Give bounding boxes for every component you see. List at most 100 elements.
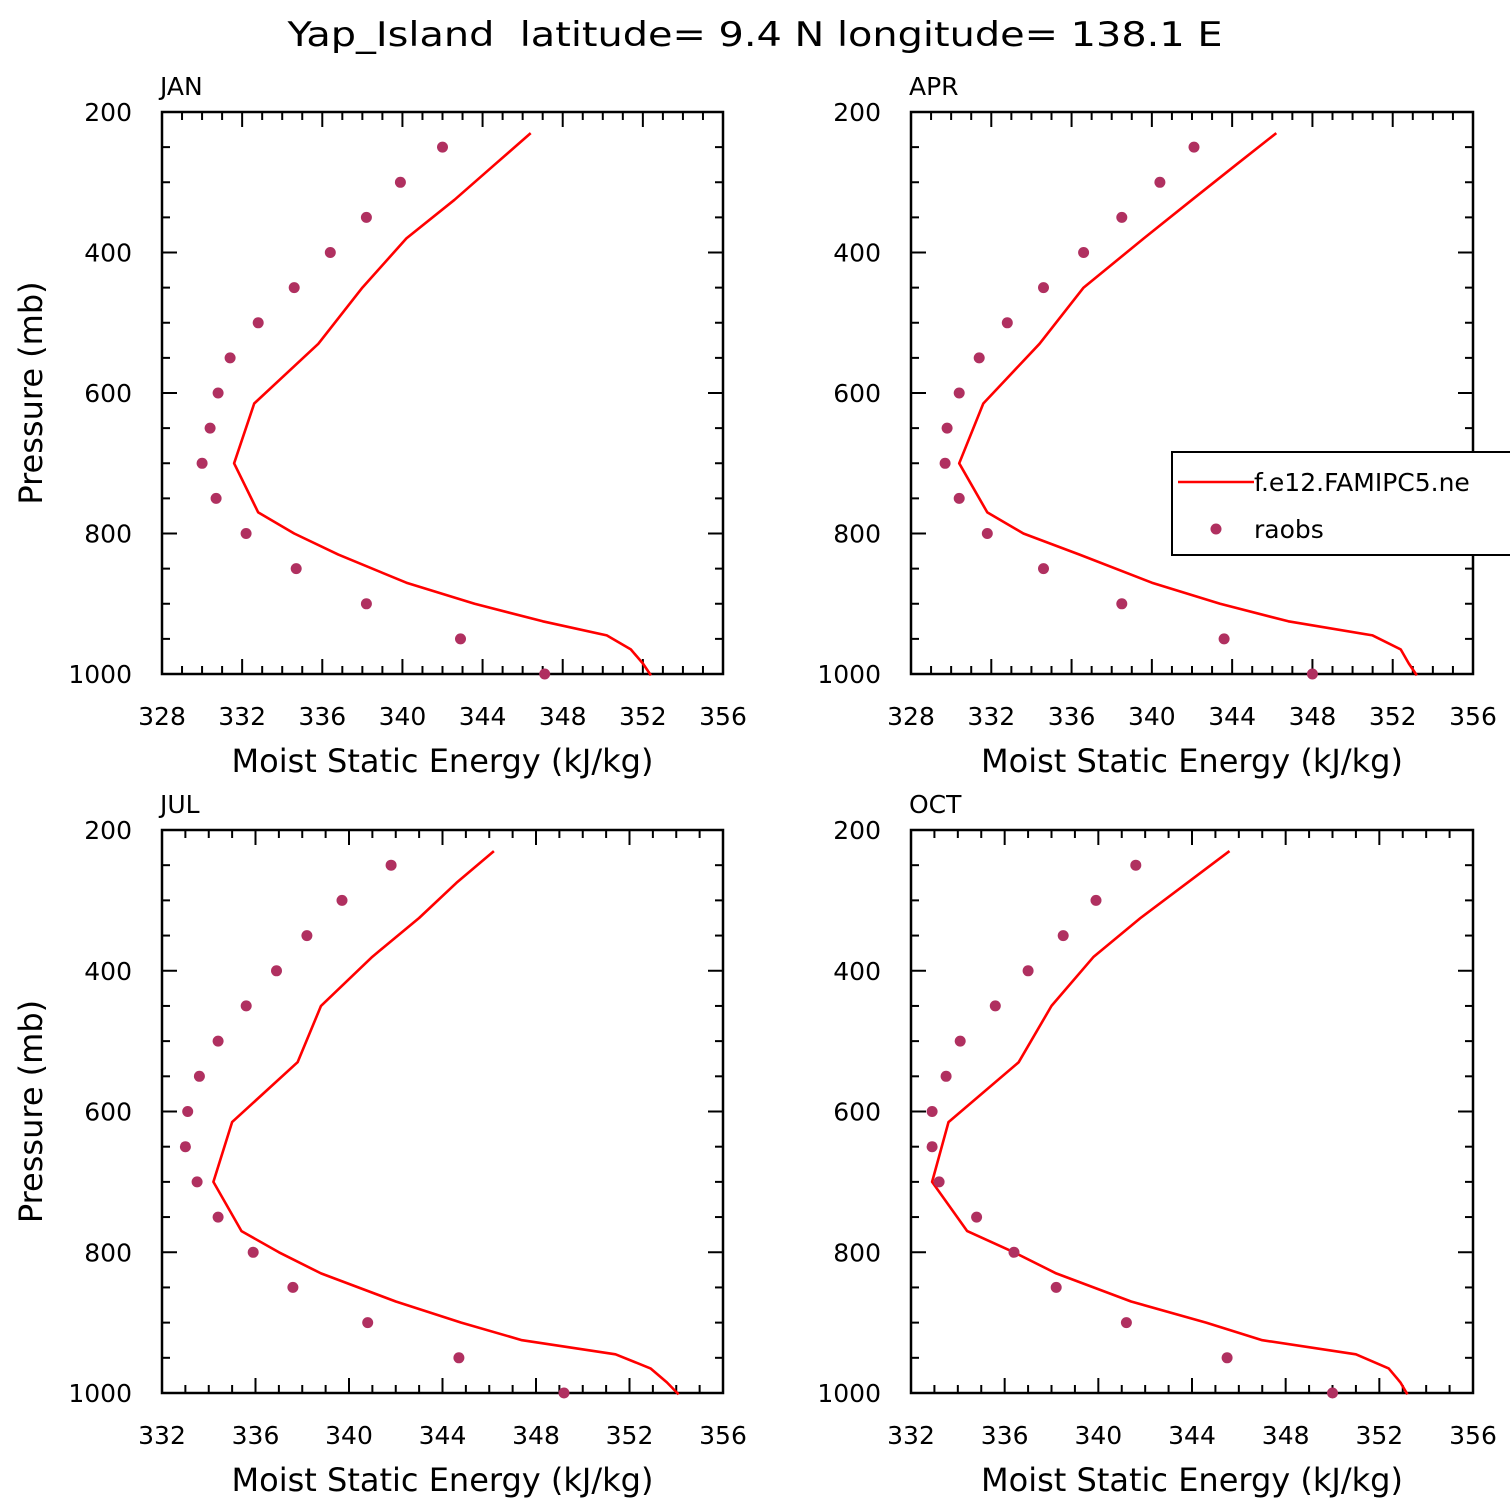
panel-label: OCT [909,790,962,819]
x-tick-label: 332 [967,702,1015,731]
x-tick-label: 344 [419,1421,467,1450]
obs-point [1327,1387,1338,1399]
y-tick-label: 1000 [817,660,881,689]
obs-point [247,1246,259,1258]
panel-label: JAN [158,72,203,101]
plot-frame [160,110,725,676]
obs-point [954,1035,966,1047]
x-axis-title: Moist Static Energy (kJ/kg) [981,742,1403,780]
y-tick-label: 800 [833,1238,881,1267]
y-tick-label: 200 [833,816,881,845]
plot-frame [909,828,1475,1395]
y-tick-label: 800 [84,520,132,549]
x-tick-label: 328 [887,702,935,731]
obs-point [1218,633,1230,645]
obs-point [288,282,300,294]
x-tick-label: 352 [1369,702,1417,731]
y-tick-label: 200 [84,98,132,127]
x-axis-title: Moist Static Energy (kJ/kg) [232,742,654,780]
obs-point [971,1211,983,1223]
obs-point [953,492,965,504]
x-tick-label: 352 [1355,1421,1403,1450]
x-tick-label: 340 [325,1421,373,1450]
y-tick-label: 200 [833,98,881,127]
legend-label-raobs: raobs [1254,515,1324,544]
obs-point [385,859,397,871]
legend: f.e12.FAMIPC5.ne raobs [1171,451,1510,556]
obs-point [360,211,372,223]
obs-point [539,668,551,680]
obs-point [1038,282,1049,294]
y-tick-label: 400 [833,239,881,268]
legend-marker-swatch [1210,523,1222,535]
obs-point [1120,1317,1132,1329]
x-tick-label: 352 [619,702,667,731]
x-tick-label: 332 [138,1421,186,1450]
model-line [957,132,1418,677]
obs-point [204,422,216,434]
x-tick-label: 340 [1074,1421,1122,1450]
obs-point [210,492,222,504]
panel-apr: 328 332 336 340 344 348 352 356 200 400 600 800 1000… [817,72,1510,780]
x-tick-label: 352 [606,1421,654,1450]
model-line [232,132,652,677]
obs-point [179,1141,191,1153]
x-tick-label: 332 [887,1421,935,1450]
obs-point [973,352,985,364]
y-tick-label: 400 [84,957,132,986]
x-tick-label: 336 [232,1421,280,1450]
x-axis-title: Moist Static Energy (kJ/kg) [232,1461,654,1499]
obs-point [926,1106,938,1117]
y-tick-label: 600 [833,379,881,408]
obs-point [939,457,951,469]
obs-point [362,1317,374,1329]
x-tick-label: 336 [1048,702,1096,731]
obs-point [1221,1352,1233,1364]
obs-point [1130,859,1142,871]
legend-label-model: f.e12.FAMIPC5.ne [1254,468,1470,497]
obs-point [437,141,448,153]
y-tick-label: 600 [84,379,132,408]
x-tick-label: 356 [1449,702,1497,731]
panels: 328 332 336 340 344 348 352 356 200 400 600 800 1000… [12,72,1510,1499]
y-axis-title: Pressure (mb) [12,1000,50,1223]
obs-point [360,598,372,610]
obs-point [240,528,252,539]
obs-point [324,247,336,258]
obs-point [212,1211,224,1223]
x-tick-label: 356 [1449,1421,1497,1450]
obs-point [1001,317,1013,329]
obs-point [1008,1246,1020,1258]
obs-point [1116,211,1128,223]
obs-point [989,1000,1001,1012]
x-tick-label: 344 [459,702,507,731]
obs-point [981,528,993,539]
x-tick-label: 348 [1289,702,1337,731]
figure-title: Yap_Island latitude= 9.4 N longitude= 13… [286,15,1222,55]
obs-point [1116,598,1128,610]
x-tick-label: 332 [218,702,266,731]
panel-jan: 328 332 336 340 344 348 352 356 200 400 600 800 1000… [12,72,747,780]
obs-point [1022,965,1034,977]
x-tick-label: 344 [1208,702,1256,731]
legend-box [1171,451,1510,556]
obs-point [224,352,236,364]
y-tick-label: 800 [833,520,881,549]
model-line [930,850,1409,1396]
obs-point [212,387,224,399]
obs-point [1154,176,1166,188]
x-tick-label: 348 [539,702,587,731]
x-tick-label: 340 [379,702,427,731]
obs-point [453,1352,465,1364]
x-tick-label: 356 [699,1421,747,1450]
obs-point [1057,930,1069,942]
obs-point [926,1141,938,1153]
x-axis-title: Moist Static Energy (kJ/kg) [981,1461,1403,1499]
y-axis-title: Pressure (mb) [12,281,50,504]
x-tick-label: 336 [298,702,346,731]
plot-frame [909,110,1475,676]
y-tick-label: 800 [84,1238,132,1267]
obs-point [394,176,406,188]
y-tick-label: 1000 [68,660,132,689]
obs-point [252,317,264,329]
